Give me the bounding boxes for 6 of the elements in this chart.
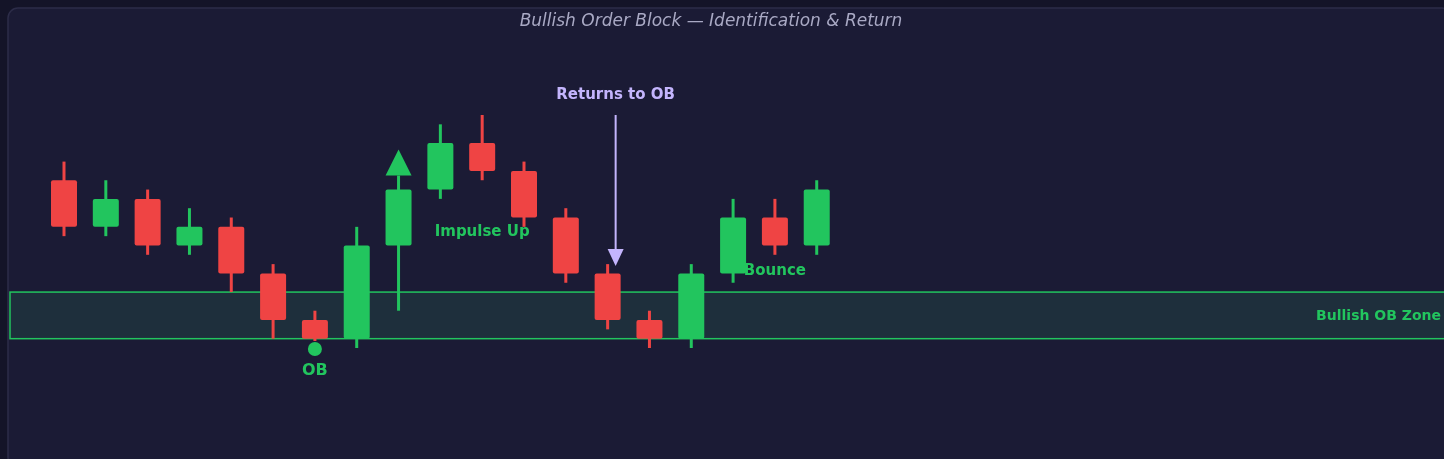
band-label: Bullish OB Zone: [1316, 307, 1441, 324]
text: Returns to OB: [556, 85, 675, 103]
annotation: Impulse Up: [434, 222, 530, 240]
annotation: Bounce: [743, 260, 806, 279]
text: OB: [302, 360, 328, 380]
chart-title: Bullish Order Block — Identification & Return: [519, 10, 903, 30]
